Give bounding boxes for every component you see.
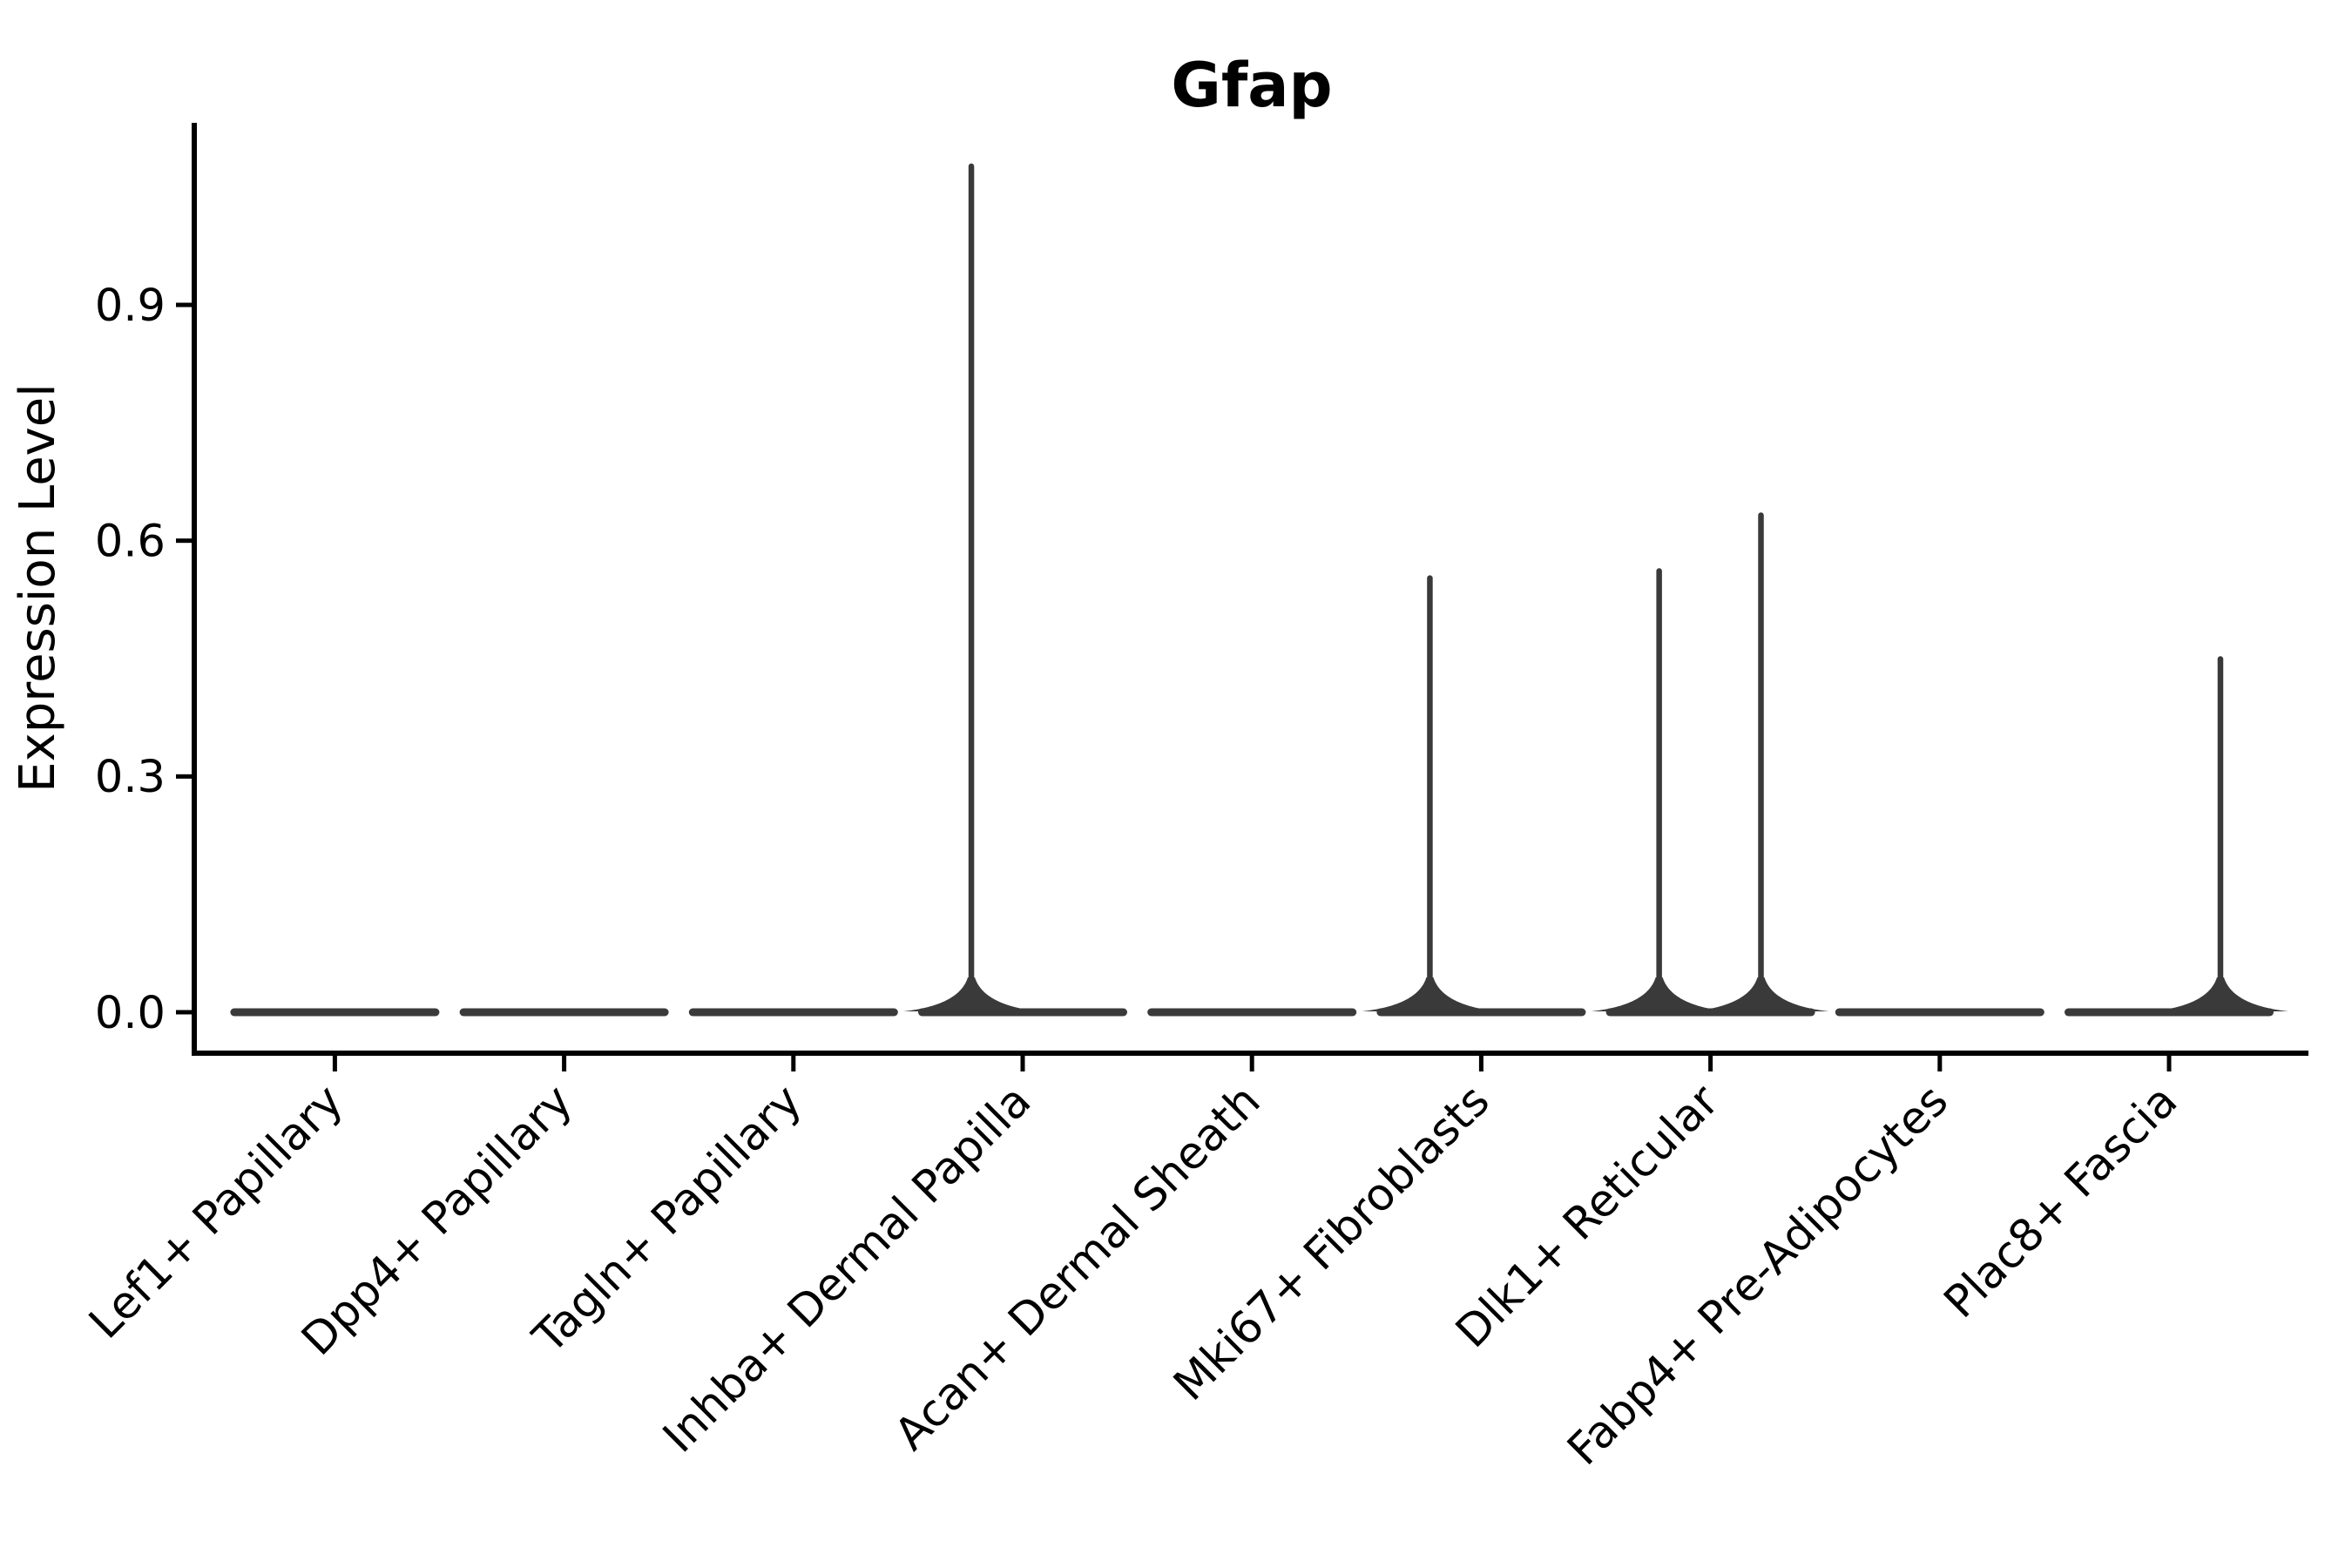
y-axis-spine — [192, 123, 197, 1056]
violin-spike — [2217, 656, 2224, 1015]
violin-body — [459, 1008, 669, 1017]
y-tick — [176, 538, 192, 544]
violin-body — [230, 1008, 440, 1017]
violin-spike — [1758, 512, 1764, 1015]
y-tick-label: 0.6 — [95, 517, 166, 568]
y-tick-label: 0.3 — [95, 752, 166, 803]
violin-body — [917, 1008, 1128, 1017]
x-axis-spine — [192, 1051, 2308, 1056]
violin-body — [688, 1008, 898, 1017]
y-tick-label: 0.9 — [95, 280, 166, 332]
violin-spike — [1656, 568, 1662, 1015]
x-tick — [332, 1056, 337, 1071]
violin-spike — [968, 163, 975, 1015]
violin-body — [1147, 1008, 1357, 1017]
y-axis-label: Expression Level — [10, 383, 66, 793]
y-tick — [176, 1010, 192, 1015]
y-tick — [176, 302, 192, 308]
y-tick-label: 0.0 — [95, 988, 166, 1039]
x-tick — [1937, 1056, 1943, 1071]
violin-body — [1605, 1008, 1815, 1017]
x-tick — [562, 1056, 567, 1071]
violin-spike — [1427, 575, 1433, 1015]
x-tick — [1708, 1056, 1713, 1071]
x-tick — [1478, 1056, 1484, 1071]
x-tick — [791, 1056, 796, 1071]
x-tick — [1249, 1056, 1254, 1071]
chart-title: Gfap — [1171, 50, 1332, 121]
x-tick — [1020, 1056, 1025, 1071]
y-tick — [176, 774, 192, 779]
violin-body — [1835, 1008, 2044, 1017]
violin-body — [2064, 1008, 2274, 1017]
x-tick — [2166, 1056, 2172, 1071]
violin-body — [1376, 1008, 1586, 1017]
